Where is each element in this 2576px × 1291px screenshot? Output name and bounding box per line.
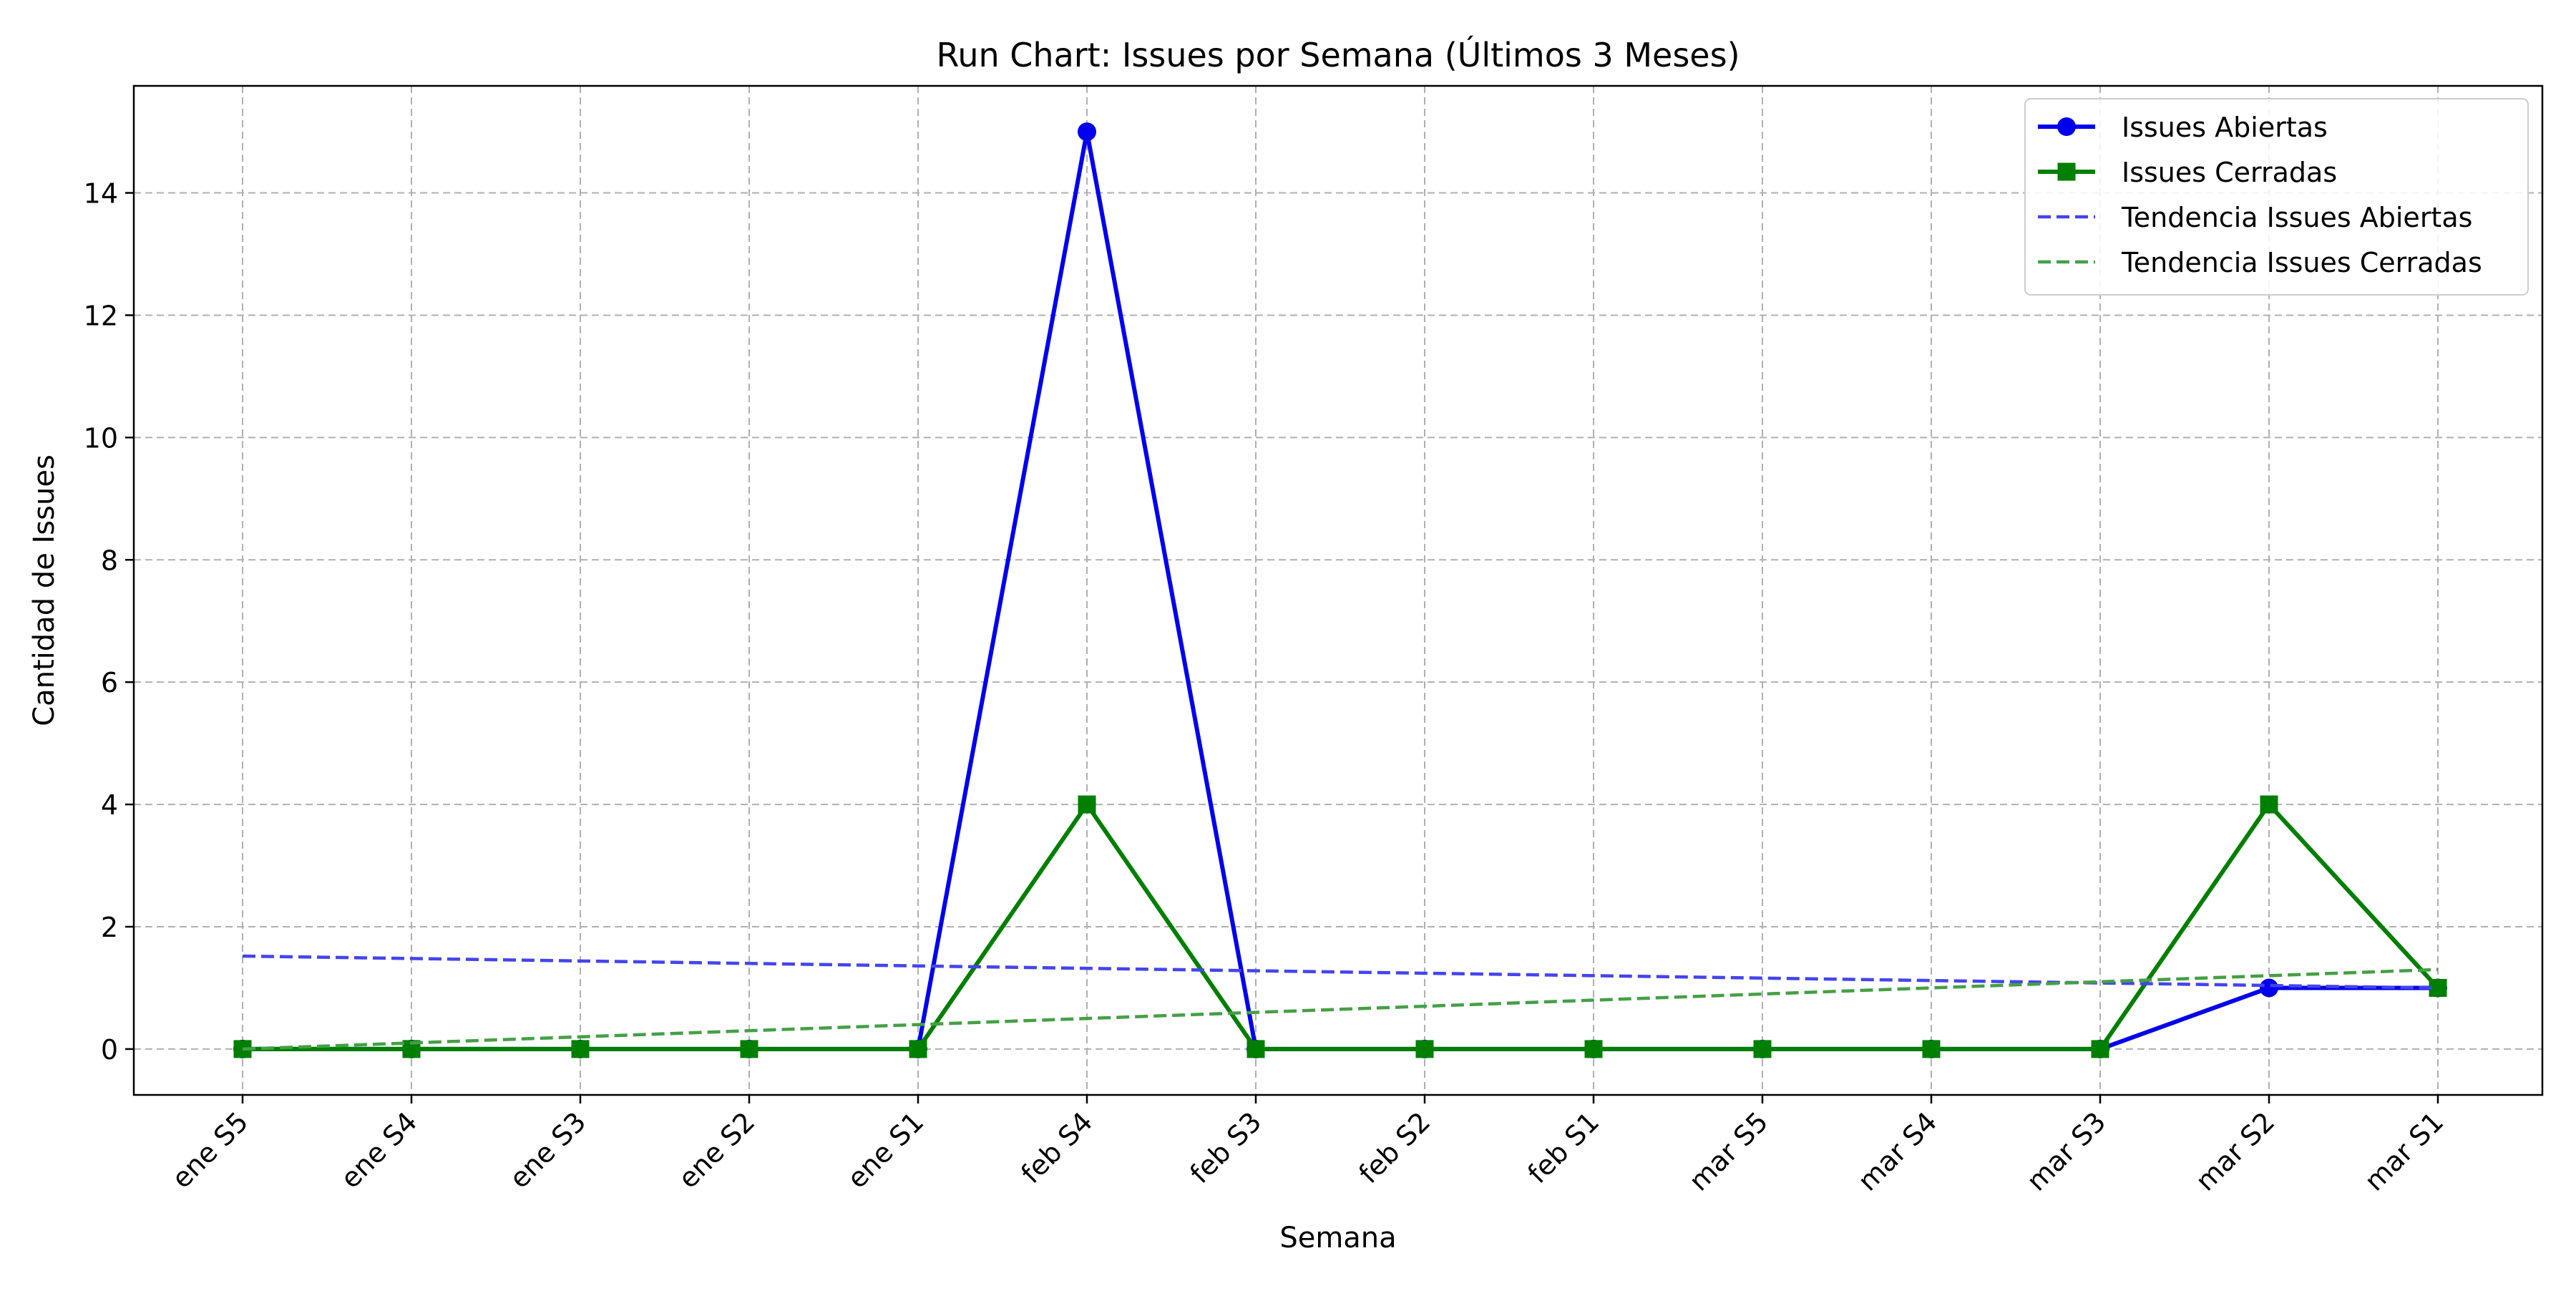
plot-frame [132, 84, 2544, 1096]
legend: Issues Abiertas Issues Cerradas Tendencia … [2024, 98, 2529, 296]
data-point-square [1078, 795, 1096, 814]
y-tick-label: 12 [84, 300, 118, 331]
x-tick-label: feb S4 [1015, 1106, 1099, 1189]
x-tick-label: ene S2 [672, 1106, 761, 1194]
series-line-2 [243, 802, 2440, 1051]
data-point-square [1753, 1040, 1772, 1058]
y-tick-label: 6 [101, 667, 118, 698]
series-line-4 [242, 968, 2439, 1051]
legend-label: Issues Abiertas [2122, 112, 2328, 143]
x-tick-label: feb S1 [1522, 1106, 1606, 1189]
x-tick-label: feb S3 [1184, 1106, 1268, 1189]
y-tick-label: 0 [101, 1034, 118, 1066]
data-point-square [909, 1040, 927, 1058]
chart-title: Run Chart: Issues por Semana (Últimos 3 … [936, 36, 1740, 74]
x-tick-label: feb S2 [1353, 1106, 1437, 1189]
data-point-circle [1078, 122, 1096, 142]
x-tick-label: mar S5 [1683, 1106, 1775, 1197]
data-point-circle [2260, 978, 2278, 998]
legend-label: Issues Cerradas [2122, 157, 2337, 188]
data-point-square [571, 1040, 590, 1058]
legend-marker-circle [2057, 117, 2076, 136]
data-point-square [1246, 1040, 1265, 1058]
x-tick-label: mar S2 [2190, 1106, 2281, 1197]
x-tick-label: ene S4 [334, 1106, 423, 1194]
legend-box [2024, 98, 2529, 296]
y-tick-label: 14 [84, 178, 118, 210]
data-point-square [1584, 1040, 1603, 1058]
x-tick-label: mar S1 [2358, 1106, 2450, 1197]
y-tick-label: 8 [101, 545, 118, 576]
y-tick-label: 2 [101, 912, 118, 943]
x-tick-label: mar S3 [2021, 1106, 2112, 1197]
legend-label: Tendencia Issues Abiertas [2121, 202, 2472, 233]
y-axis-label: Cantidad de Issues [28, 454, 61, 726]
series-layer [233, 122, 2447, 1058]
data-point-square [2260, 795, 2278, 814]
data-point-square [740, 1040, 758, 1058]
data-point-square [1415, 1040, 1434, 1058]
legend-label: Tendencia Issues Cerradas [2121, 247, 2482, 278]
series-line-3 [242, 954, 2439, 990]
x-tick-label: ene S1 [841, 1106, 930, 1194]
x-tick-label: mar S4 [1852, 1106, 1943, 1197]
grid-layer [134, 86, 2542, 1095]
x-axis-label: Semana [1279, 1222, 1396, 1255]
data-point-square [2091, 1040, 2109, 1058]
x-tick-label: ene S3 [503, 1106, 592, 1194]
x-tick-label: ene S5 [165, 1106, 254, 1194]
y-tick-label: 10 [84, 422, 118, 454]
y-tick-label: 4 [101, 789, 118, 821]
data-point-square [1922, 1040, 1941, 1058]
legend-marker-square [2057, 162, 2076, 181]
